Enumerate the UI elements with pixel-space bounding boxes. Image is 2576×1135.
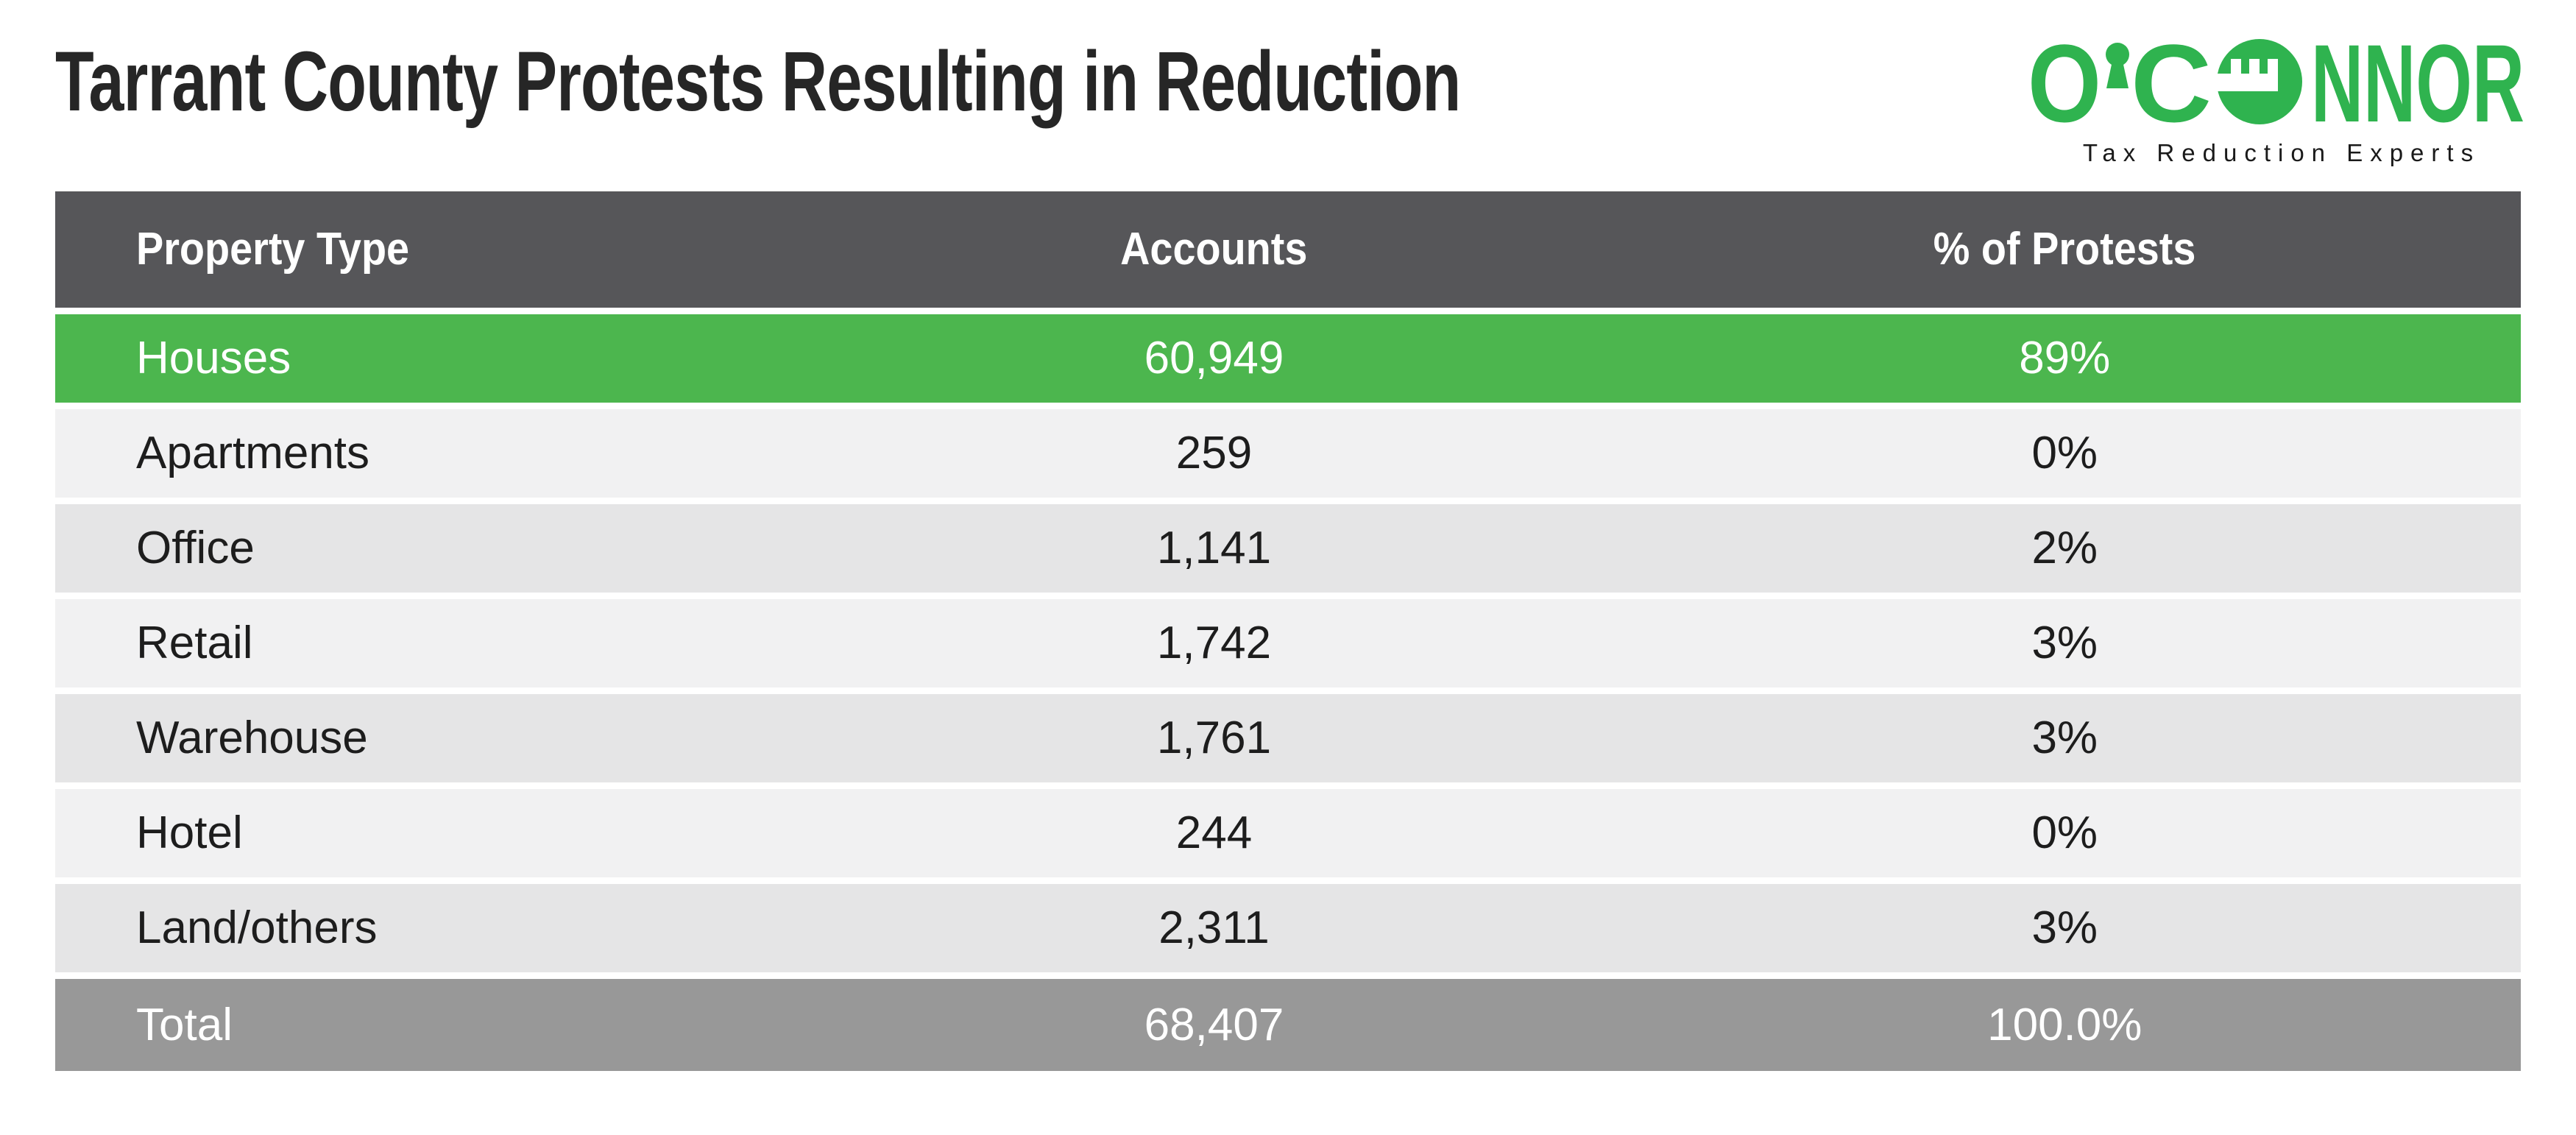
column-header-label: Property Type bbox=[136, 224, 410, 275]
accounts-cell: 259 bbox=[819, 409, 1609, 498]
pct-cell: 3% bbox=[1608, 884, 2521, 972]
logo-wordmark: O C NNOR bbox=[2028, 21, 2524, 145]
accounts-cell: 1,742 bbox=[819, 599, 1609, 687]
key-o-icon bbox=[2195, 39, 2302, 124]
property-type-cell: Apartments bbox=[55, 409, 820, 498]
column-header-label: Accounts bbox=[1120, 224, 1308, 275]
accounts-cell: 244 bbox=[819, 789, 1609, 877]
property-type-cell: Land/others bbox=[55, 884, 820, 972]
column-header-accounts: Accounts bbox=[819, 191, 1609, 308]
pct-cell: 0% bbox=[1608, 409, 2521, 498]
property-type-cell: Retail bbox=[55, 599, 820, 687]
property-type-cell: Office bbox=[55, 504, 820, 593]
logo-letter-o: O bbox=[2028, 22, 2101, 132]
table-row-office: Office 1,141 2% bbox=[55, 504, 2521, 593]
pct-cell: 2% bbox=[1608, 504, 2521, 593]
property-type-cell: Warehouse bbox=[55, 694, 820, 782]
logo-letters-nnor: NNOR bbox=[2311, 22, 2524, 132]
accounts-cell: 1,141 bbox=[819, 504, 1609, 593]
logo-tagline: Tax Reduction Experts bbox=[2082, 139, 2481, 166]
pct-cell: 89% bbox=[1608, 314, 2521, 403]
pct-cell: 3% bbox=[1608, 599, 2521, 687]
column-header-label: % of Protests bbox=[1933, 224, 2196, 275]
table-row-hotel: Hotel 244 0% bbox=[55, 789, 2521, 877]
column-header-pct-of-protests: % of Protests bbox=[1608, 191, 2521, 308]
table-row-warehouse: Warehouse 1,761 3% bbox=[55, 694, 2521, 782]
pct-cell: 0% bbox=[1608, 789, 2521, 877]
accounts-cell: 2,311 bbox=[819, 884, 1609, 972]
column-header-property-type: Property Type bbox=[55, 191, 820, 308]
accounts-cell: 1,761 bbox=[819, 694, 1609, 782]
oconnor-logo: O C NNOR Tax Reduction bbox=[2028, 21, 2536, 167]
protests-table: Property Type Accounts % of Protests Hou… bbox=[55, 185, 2521, 1078]
table-header-row: Property Type Accounts % of Protests bbox=[55, 191, 2521, 308]
keyhole-apostrophe-icon bbox=[2106, 43, 2129, 88]
pct-cell: 3% bbox=[1608, 694, 2521, 782]
table-row-land-others: Land/others 2,311 3% bbox=[55, 884, 2521, 972]
total-label-cell: Total bbox=[55, 979, 820, 1071]
table-total-row: Total 68,407 100.0% bbox=[55, 979, 2521, 1071]
accounts-cell: 60,949 bbox=[819, 314, 1609, 403]
table-row-retail: Retail 1,742 3% bbox=[55, 599, 2521, 687]
table-container: Property Type Accounts % of Protests Hou… bbox=[0, 185, 2576, 1078]
property-type-cell: Hotel bbox=[55, 789, 820, 877]
property-type-cell: Houses bbox=[55, 314, 820, 403]
table-row-houses: Houses 60,949 89% bbox=[55, 314, 2521, 403]
header: Tarrant County Protests Resulting in Red… bbox=[0, 0, 2576, 166]
page-title: Tarrant County Protests Resulting in Red… bbox=[55, 35, 1461, 129]
table-row-apartments: Apartments 259 0% bbox=[55, 409, 2521, 498]
total-pct-cell: 100.0% bbox=[1608, 979, 2521, 1071]
total-accounts-cell: 68,407 bbox=[819, 979, 1609, 1071]
